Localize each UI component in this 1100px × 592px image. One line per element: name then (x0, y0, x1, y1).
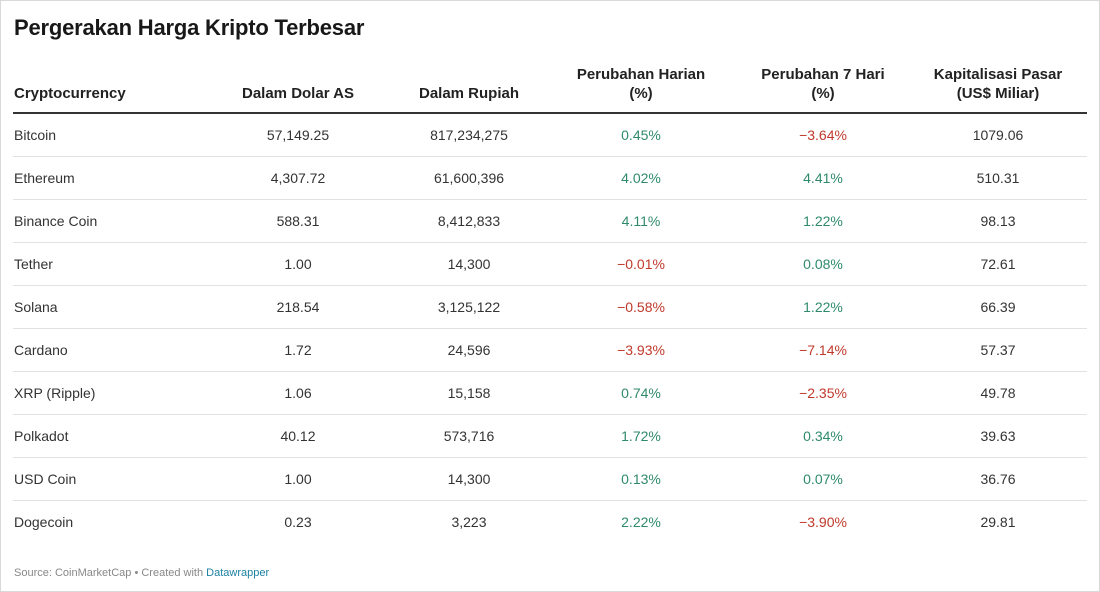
cell-usd: 1.06 (203, 371, 393, 415)
cell-market-cap: 510.31 (909, 156, 1087, 200)
cell-daily-change: 2.22% (621, 514, 661, 530)
cell-name: Polkadot (13, 414, 203, 458)
cell-usd: 1.00 (203, 242, 393, 286)
cell-usd: 1.72 (203, 328, 393, 372)
cell-7day-change: 4.41% (737, 156, 909, 200)
table-header-row: Cryptocurrency Dalam Dolar AS Dalam Rupi… (13, 65, 1087, 114)
header-cryptocurrency: Cryptocurrency (13, 65, 203, 114)
cell-market-cap: 36.76 (909, 457, 1087, 501)
cell-name: Binance Coin (13, 199, 203, 243)
header-daily-change: Perubahan Harian (%) (545, 65, 737, 114)
cell-7day-change: −3.90% (799, 514, 847, 530)
cell-idr: 14,300 (393, 457, 545, 501)
cell-market-cap: 39.63 (909, 414, 1087, 458)
table-row: Dogecoin 0.23 3,223 2.22% −3.90% 29.81 (13, 501, 1087, 544)
cell-idr: 817,234,275 (393, 113, 545, 157)
source-note: Source: CoinMarketCap • Created with (14, 567, 207, 579)
cell-market-cap: 1079.06 (909, 113, 1087, 157)
table-row: USD Coin 1.00 14,300 0.13% 0.07% 36.76 (13, 457, 1087, 501)
cell-daily-change: 4.02% (545, 156, 737, 200)
cell-idr: 15,158 (393, 371, 545, 415)
datawrapper-link[interactable]: Datawrapper (206, 567, 270, 579)
cell-name: Ethereum (13, 156, 203, 200)
header-7day-change: Perubahan 7 Hari (%) (737, 65, 909, 114)
cell-7day-change: −2.35% (737, 371, 909, 415)
table-row: Tether 1.00 14,300 −0.01% 0.08% 72.61 (13, 242, 1087, 286)
cell-7day-change: 1.22% (737, 285, 909, 329)
cell-7day-change: 0.34% (737, 414, 909, 458)
cell-7day-change: −3.64% (737, 113, 909, 157)
cell-market-cap: 66.39 (909, 285, 1087, 329)
header-usd: Dalam Dolar AS (203, 65, 393, 114)
cell-daily-change: −0.01% (545, 242, 737, 286)
cell-name: Bitcoin (13, 113, 203, 157)
cell-idr: 3,223 (451, 514, 487, 530)
table-row: Polkadot 40.12 573,716 1.72% 0.34% 39.63 (13, 414, 1087, 458)
cell-usd: 0.23 (284, 514, 312, 530)
chart-title: Pergerakan Harga Kripto Terbesar (14, 15, 365, 40)
table-row: Ethereum 4,307.72 61,600,396 4.02% 4.41% 510.… (13, 156, 1087, 200)
cell-daily-change: −3.93% (545, 328, 737, 372)
cell-name: USD Coin (13, 457, 203, 501)
cell-name: Solana (13, 285, 203, 329)
cell-idr: 3,125,122 (393, 285, 545, 329)
cell-daily-change: 1.72% (545, 414, 737, 458)
cell-idr: 24,596 (393, 328, 545, 372)
cell-daily-change: 4.11% (545, 199, 737, 243)
table-row: Solana 218.54 3,125,122 −0.58% 1.22% 66.39 (13, 285, 1087, 329)
cell-idr: 61,600,396 (393, 156, 545, 200)
cell-idr: 573,716 (393, 414, 545, 458)
cell-usd: 588.31 (203, 199, 393, 243)
cell-market-cap: 49.78 (909, 371, 1087, 415)
cell-idr: 8,412,833 (393, 199, 545, 243)
table-row: Bitcoin 57,149.25 817,234,275 0.45% −3.64% 10… (13, 113, 1087, 157)
cell-name: Cardano (13, 328, 203, 372)
footer: Source: CoinMarketCap • Created with Dat… (14, 567, 269, 579)
header-idr: Dalam Rupiah (393, 65, 545, 114)
header-market-cap: Kapitalisasi Pasar (US$ Miliar) (909, 65, 1087, 114)
cell-daily-change: 0.13% (545, 457, 737, 501)
cell-market-cap: 57.37 (909, 328, 1087, 372)
cell-7day-change: −7.14% (737, 328, 909, 372)
cell-daily-change: 0.45% (545, 113, 737, 157)
cell-idr: 14,300 (393, 242, 545, 286)
cell-usd: 4,307.72 (203, 156, 393, 200)
cell-market-cap: 72.61 (909, 242, 1087, 286)
cell-name: Dogecoin (14, 514, 74, 530)
cell-usd: 40.12 (203, 414, 393, 458)
cell-usd: 218.54 (203, 285, 393, 329)
cell-usd: 57,149.25 (203, 113, 393, 157)
cell-name: Tether (13, 242, 203, 286)
cell-daily-change: 0.74% (545, 371, 737, 415)
table-row: Binance Coin 588.31 8,412,833 4.11% 1.22% 98.… (13, 199, 1087, 243)
cell-usd: 1.00 (203, 457, 393, 501)
cell-daily-change: −0.58% (545, 285, 737, 329)
cell-7day-change: 0.08% (737, 242, 909, 286)
cell-name: XRP (Ripple) (13, 371, 203, 415)
table-row: Cardano 1.72 24,596 −3.93% −7.14% 57.37 (13, 328, 1087, 372)
crypto-table: Cryptocurrency Dalam Dolar AS Dalam Rupi… (13, 65, 1087, 543)
cell-7day-change: 1.22% (737, 199, 909, 243)
cell-market-cap: 98.13 (909, 199, 1087, 243)
table-row: XRP (Ripple) 1.06 15,158 0.74% −2.35% 49.78 (13, 371, 1087, 415)
cell-market-cap: 29.81 (980, 514, 1016, 530)
table-body: Bitcoin 57,149.25 817,234,275 0.45% −3.64% 10… (13, 113, 1087, 543)
cell-7day-change: 0.07% (737, 457, 909, 501)
